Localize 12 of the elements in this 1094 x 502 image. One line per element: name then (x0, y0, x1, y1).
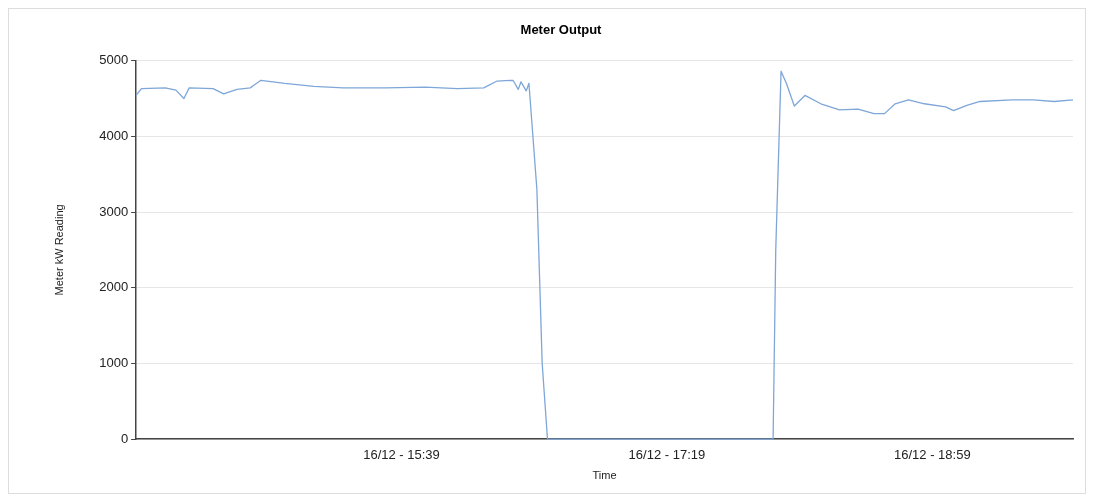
y-tick-label: 0 (120, 430, 129, 446)
y-axis-title: Meter kW Reading (52, 204, 65, 296)
chart-title: Meter Output (520, 22, 603, 38)
x-tick-label: 16/12 - 17:19 (628, 446, 706, 462)
x-tick-label: 16/12 - 18:59 (894, 446, 971, 462)
x-tick-label: 16/12 - 15:39 (363, 446, 440, 462)
y-tick-label: 5000 (99, 52, 129, 68)
x-axis-title: Time (592, 469, 617, 482)
y-tick-label: 4000 (99, 127, 129, 143)
y-tick-label: 2000 (99, 279, 129, 295)
y-tick-label: 3000 (99, 203, 129, 219)
y-tick-label: 1000 (99, 355, 129, 371)
